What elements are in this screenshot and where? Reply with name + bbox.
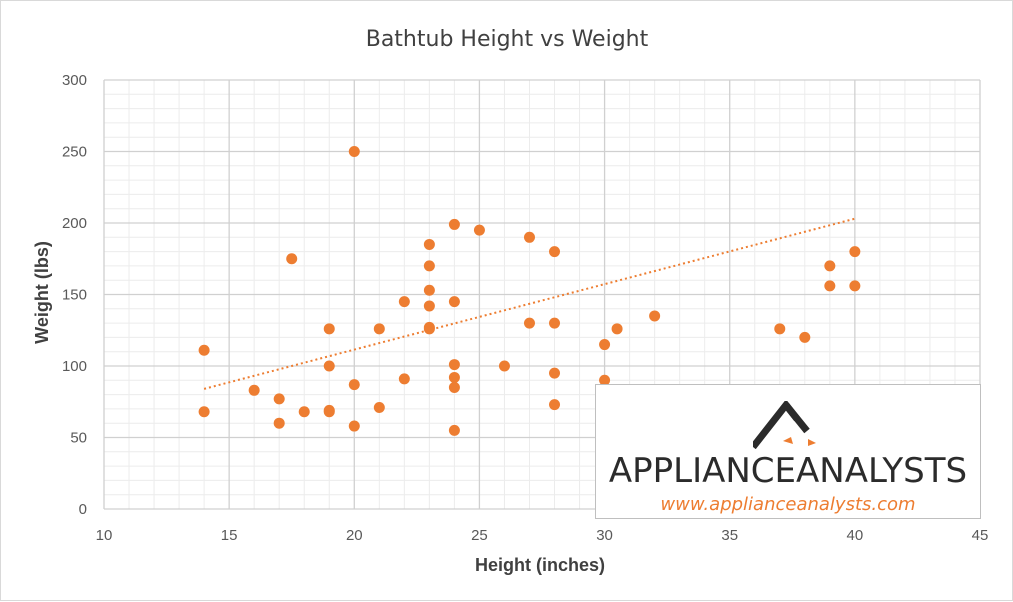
data-point bbox=[198, 406, 210, 418]
data-point bbox=[423, 284, 435, 296]
data-point bbox=[248, 384, 260, 396]
data-point bbox=[423, 323, 435, 335]
data-point bbox=[611, 323, 623, 335]
data-point bbox=[448, 424, 460, 436]
data-point bbox=[549, 399, 561, 411]
data-point bbox=[549, 367, 561, 379]
data-point bbox=[273, 417, 285, 429]
data-point bbox=[824, 280, 836, 292]
y-tick-label: 0 bbox=[79, 501, 87, 518]
data-point bbox=[273, 393, 285, 405]
data-point bbox=[448, 296, 460, 308]
x-axis-label: Height (inches) bbox=[475, 555, 605, 575]
data-point bbox=[523, 317, 535, 329]
x-tick-label: 30 bbox=[596, 527, 613, 544]
x-tick-label: 35 bbox=[721, 527, 738, 544]
data-point bbox=[323, 323, 335, 335]
data-point bbox=[523, 231, 535, 243]
data-point bbox=[348, 379, 360, 391]
logo-name: APPLIANCEANALYSTS bbox=[608, 451, 968, 491]
y-tick-label: 50 bbox=[70, 430, 87, 447]
data-point bbox=[448, 381, 460, 393]
data-point bbox=[849, 246, 861, 258]
y-tick-label: 200 bbox=[62, 215, 87, 232]
data-point bbox=[599, 374, 611, 386]
data-point bbox=[423, 300, 435, 312]
x-tick-label: 40 bbox=[847, 527, 864, 544]
data-point bbox=[398, 373, 410, 385]
data-point bbox=[373, 401, 385, 413]
data-point bbox=[649, 310, 661, 322]
trendline bbox=[203, 217, 856, 390]
data-point bbox=[824, 260, 836, 272]
y-tick-label: 150 bbox=[62, 287, 87, 304]
y-tick-label: 250 bbox=[62, 144, 87, 161]
data-point bbox=[774, 323, 786, 335]
data-point bbox=[398, 296, 410, 308]
data-point bbox=[323, 406, 335, 418]
data-point bbox=[286, 253, 298, 265]
x-tick-label: 25 bbox=[471, 527, 488, 544]
data-point bbox=[849, 280, 861, 292]
x-tick-label: 45 bbox=[972, 527, 989, 544]
y-axis-label: Weight (lbs) bbox=[32, 241, 52, 344]
y-tick-label: 100 bbox=[62, 358, 87, 375]
data-point bbox=[599, 339, 611, 351]
data-point bbox=[498, 360, 510, 372]
data-point bbox=[448, 359, 460, 371]
data-point bbox=[549, 246, 561, 258]
data-point bbox=[348, 420, 360, 432]
data-point bbox=[373, 323, 385, 335]
logo-mark-icon bbox=[753, 401, 816, 449]
x-tick-label: 10 bbox=[96, 527, 113, 544]
logo-url: www.applianceanalysts.com bbox=[660, 494, 916, 515]
logo-watermark: APPLIANCEANALYSTS www.applianceanalysts.… bbox=[595, 384, 981, 519]
data-point bbox=[323, 360, 335, 372]
data-point bbox=[423, 238, 435, 250]
x-tick-label: 15 bbox=[221, 527, 238, 544]
data-point bbox=[423, 260, 435, 272]
data-point bbox=[448, 218, 460, 230]
y-tick-label: 300 bbox=[62, 72, 87, 89]
data-point bbox=[549, 317, 561, 329]
data-point bbox=[473, 224, 485, 236]
data-point bbox=[298, 406, 310, 418]
data-point bbox=[348, 146, 360, 157]
chart-title: Bathtub Height vs Weight bbox=[366, 27, 649, 52]
x-tick-label: 20 bbox=[346, 527, 363, 544]
data-point bbox=[799, 331, 811, 343]
data-point bbox=[198, 344, 210, 356]
data-point bbox=[448, 371, 460, 383]
